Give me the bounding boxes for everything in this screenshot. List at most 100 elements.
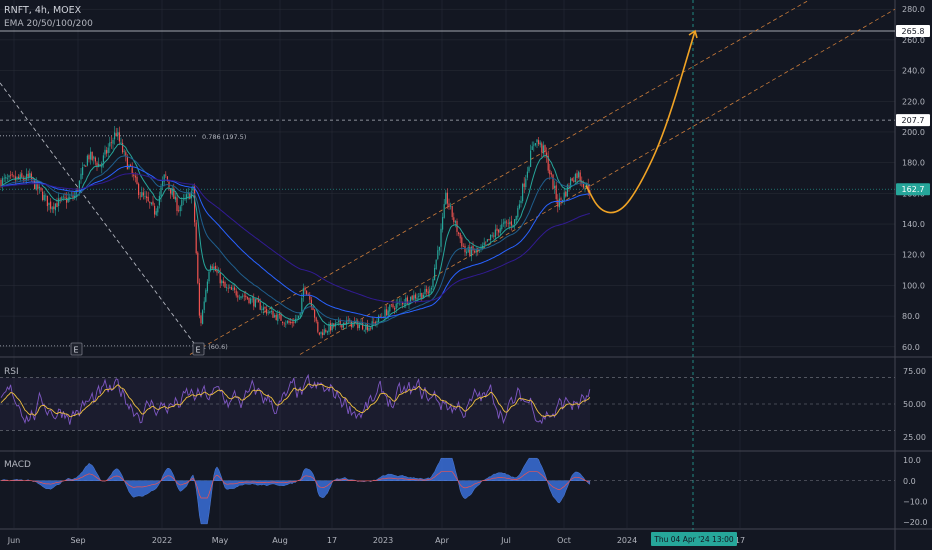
fib-label-1: 1 (60.6)	[202, 343, 228, 351]
candle-body	[584, 187, 586, 189]
candle-body	[240, 296, 242, 299]
candle-body	[328, 324, 330, 332]
candle-body	[314, 309, 316, 318]
price-tick-label: 100.0	[902, 281, 925, 290]
ema-lines	[0, 143, 591, 328]
candle-body	[392, 304, 394, 308]
candle-body	[509, 222, 511, 225]
candle-body	[162, 180, 164, 187]
candle-body	[123, 151, 125, 152]
candle-body	[528, 167, 530, 172]
candle-body	[62, 196, 64, 198]
price-tick-label: 120.0	[902, 251, 925, 260]
candle-body	[526, 171, 528, 178]
candle-body	[248, 297, 250, 304]
rsi-title[interactable]: RSI	[4, 367, 19, 377]
candle-body	[189, 193, 191, 200]
price-tick-label: 180.0	[902, 159, 925, 168]
candle-body	[178, 210, 180, 211]
candle-body	[259, 302, 261, 310]
candle-body	[542, 145, 544, 154]
candle-body	[222, 281, 224, 284]
candle-body	[339, 320, 341, 325]
candle-body	[232, 288, 234, 290]
candle-body	[245, 295, 247, 298]
candle-body	[131, 167, 133, 174]
candle-body	[574, 173, 576, 183]
candle-body	[19, 174, 21, 180]
crosshair-time-label: Thu 04 Apr '24 13:00	[653, 535, 734, 544]
candle-body	[458, 232, 460, 234]
candle-body	[338, 320, 340, 322]
candle-body	[235, 290, 237, 296]
candle-body	[438, 246, 440, 251]
candle-body	[299, 312, 301, 316]
candle-body	[195, 222, 197, 254]
ema-200-line	[0, 173, 590, 303]
candle-body	[525, 178, 527, 188]
candle-body	[155, 211, 157, 215]
candle-body	[586, 183, 588, 187]
candle-body	[256, 299, 258, 301]
candle-body	[534, 143, 536, 146]
candle-body	[520, 200, 522, 204]
candle-body	[480, 247, 482, 249]
candle-body	[85, 165, 87, 167]
candle-body	[430, 287, 432, 290]
candle-body	[426, 288, 428, 292]
candle-body	[366, 323, 368, 331]
candle-body	[43, 195, 45, 201]
price-label: 265.8	[902, 27, 925, 36]
candle-body	[112, 139, 114, 144]
macd-tick-label: −10.0	[903, 497, 928, 506]
candle-body	[376, 321, 378, 323]
price-label: 162.7	[902, 185, 925, 194]
candle-body	[82, 167, 84, 176]
candle-body	[435, 259, 437, 269]
macd-histogram-area	[0, 458, 590, 525]
candle-body	[461, 237, 463, 247]
candle-body	[371, 321, 373, 330]
candle-body	[229, 287, 231, 288]
price-tick-label: 220.0	[902, 97, 925, 106]
candle-body	[237, 295, 239, 298]
price-tick-label: 60.0	[902, 343, 920, 352]
candle-body	[573, 180, 575, 182]
candle-body	[432, 279, 434, 288]
candle-body	[390, 304, 392, 306]
candle-body	[538, 140, 540, 145]
candle-body	[109, 142, 111, 147]
candle-body	[29, 173, 31, 177]
ema-100-line	[0, 165, 590, 319]
candle-body	[450, 205, 452, 207]
candle-body	[264, 306, 266, 309]
candle-body	[565, 191, 567, 197]
candle-body	[96, 162, 98, 167]
candle-body	[130, 164, 132, 167]
earnings-marker	[192, 342, 205, 356]
candle-body	[42, 191, 44, 200]
candle-body	[539, 142, 541, 145]
candle-body	[115, 133, 117, 137]
macd-title[interactable]: MACD	[4, 460, 31, 470]
candle-body	[302, 288, 304, 298]
price-tick-label: 280.0	[902, 5, 925, 14]
candle-body	[402, 302, 404, 305]
candle-body	[506, 221, 508, 223]
candle-body	[517, 208, 519, 218]
candle-body	[330, 323, 332, 331]
candle-body	[211, 266, 213, 269]
time-tick-label: Aug	[272, 536, 288, 545]
price-label: 207.7	[902, 116, 925, 125]
candle-body	[555, 185, 557, 199]
candle-body	[414, 294, 416, 299]
candle-body	[475, 249, 477, 253]
earnings-marker	[70, 342, 83, 356]
indicator-legend[interactable]: EMA 20/50/100/200	[4, 19, 93, 29]
candle-body	[405, 297, 407, 305]
candle-body	[346, 320, 348, 325]
candle-body	[466, 251, 468, 254]
candle-body	[186, 194, 188, 199]
candle-body	[72, 195, 74, 198]
